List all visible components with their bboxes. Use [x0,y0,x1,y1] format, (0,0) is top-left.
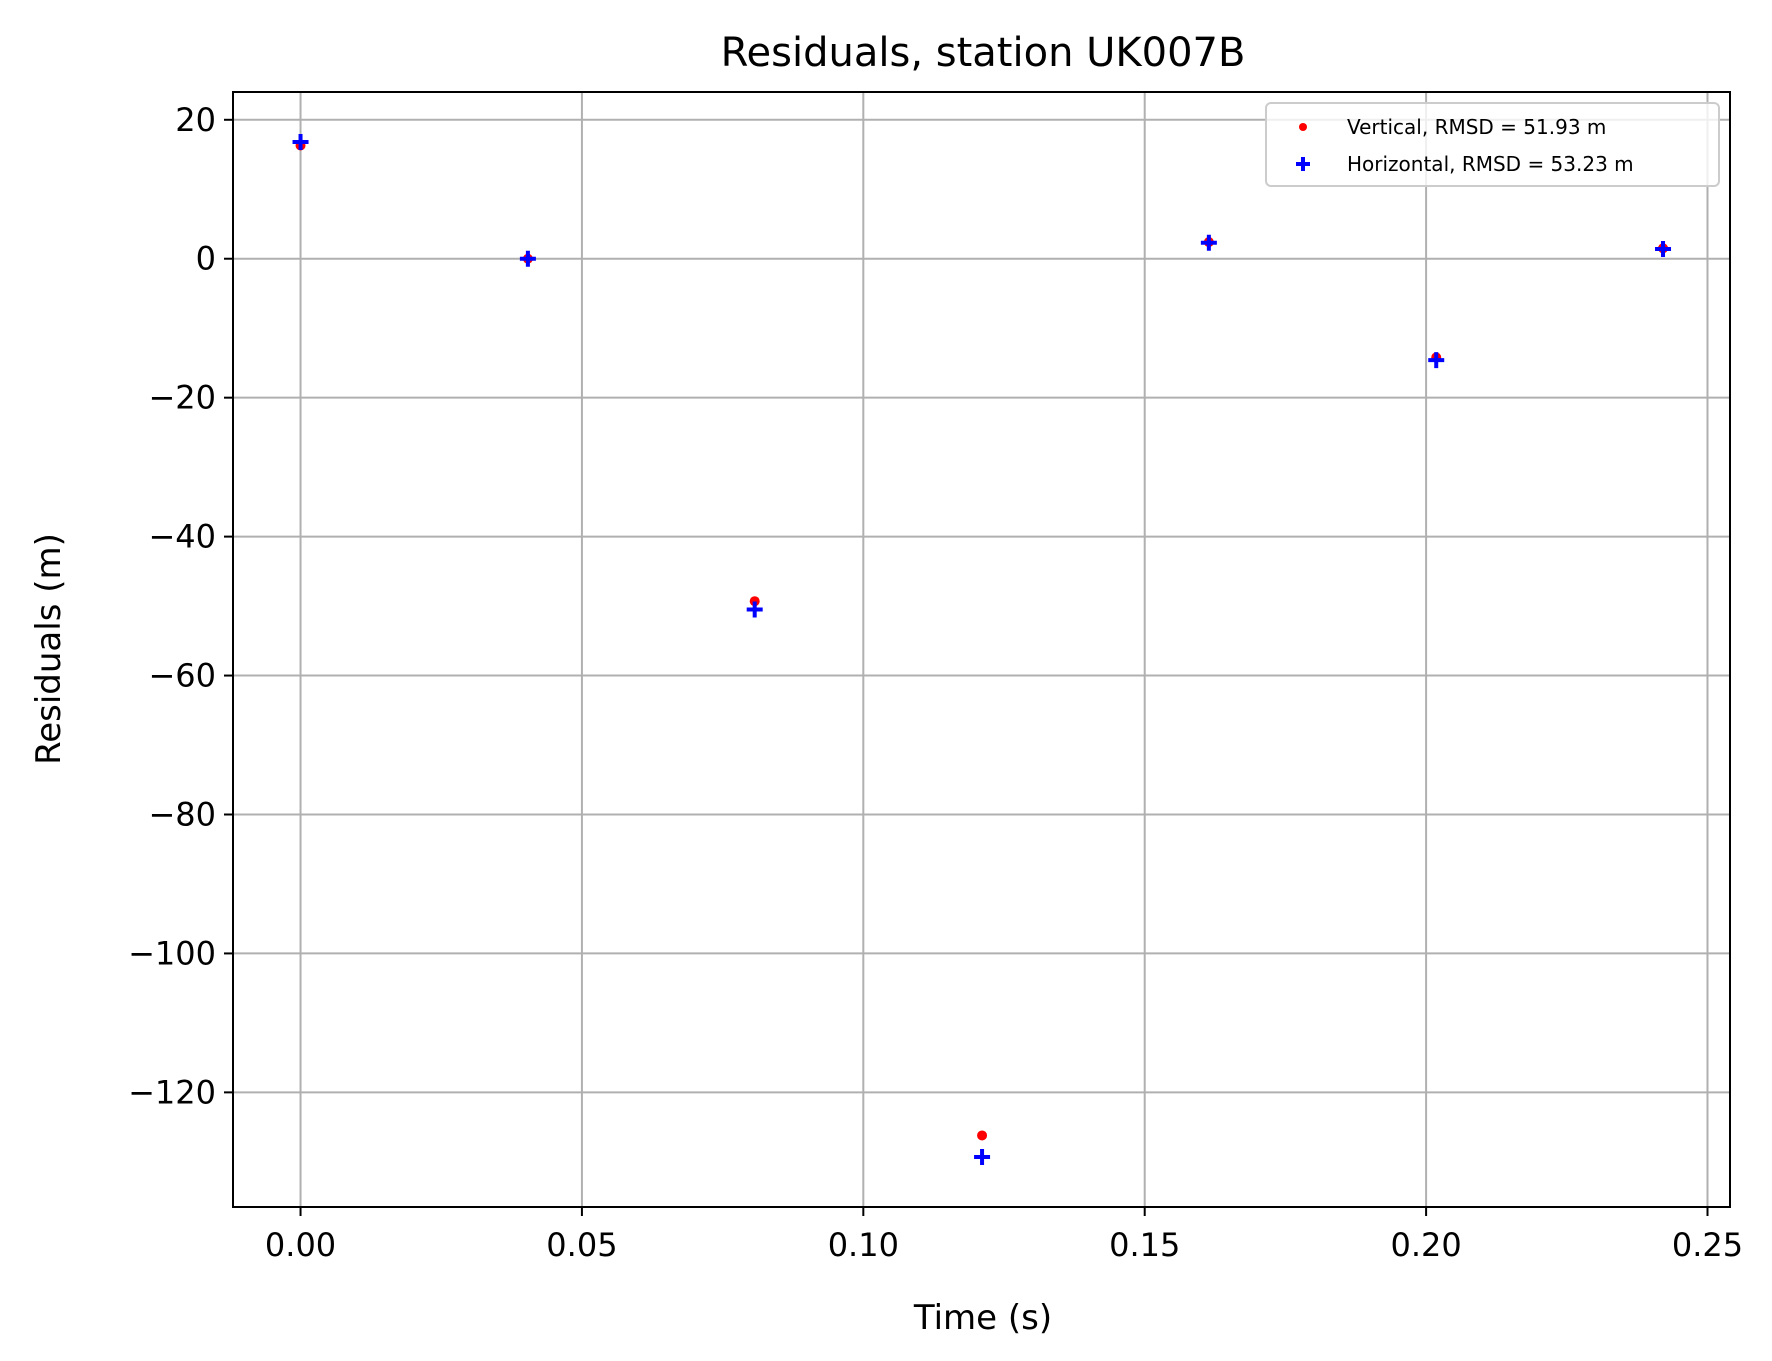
y-tick-label: 0 [196,240,216,278]
legend-marker-vertical [1299,123,1307,131]
y-tick-label: −20 [148,379,216,417]
y-tick-label: −40 [148,518,216,556]
horizontal-point [1655,241,1672,258]
horizontal-point [519,250,536,267]
horizontal-point [1428,352,1445,369]
y-tick-label: 20 [175,101,216,139]
horizontal-point [292,134,309,151]
data-markers [292,134,1672,1165]
legend-label-horizontal: Horizontal, RMSD = 53.23 m [1347,152,1634,176]
legend-box [1265,102,1720,187]
plot-frame [232,91,1731,1208]
chart-title: Residuals, station UK007B [721,30,1246,76]
grid [233,92,1730,1207]
legend-marker-horizontal [1296,157,1310,171]
legend: Vertical, RMSD = 51.93 m Horizontal, RMS… [1265,102,1720,187]
x-tick-label: 0.20 [1390,1226,1461,1264]
horizontal-point [746,601,763,618]
x-tick-label: 0.10 [828,1226,899,1264]
y-tick-label: −100 [128,934,216,972]
y-tick-label: −80 [148,795,216,833]
x-tick-label: 0.25 [1672,1226,1743,1264]
vertical-point [749,596,760,607]
x-tick-label: 0.15 [1109,1226,1180,1264]
y-tick-label: −120 [128,1073,216,1111]
x-axis-label: Time (s) [913,1298,1052,1338]
horizontal-point [1200,234,1217,251]
axis-ticks: 0.00 0.05 0.10 0.15 0.20 0.25 20 0 −20 −40 −60 −80 −… [128,101,1743,1264]
x-tick-label: 0.05 [546,1226,617,1264]
horizontal-point [974,1148,991,1165]
y-tick-label: −60 [148,657,216,695]
y-axis-label: Residuals (m) [29,533,69,765]
vertical-point [977,1130,988,1141]
legend-label-vertical: Vertical, RMSD = 51.93 m [1347,115,1606,139]
x-tick-label: 0.00 [265,1226,336,1264]
